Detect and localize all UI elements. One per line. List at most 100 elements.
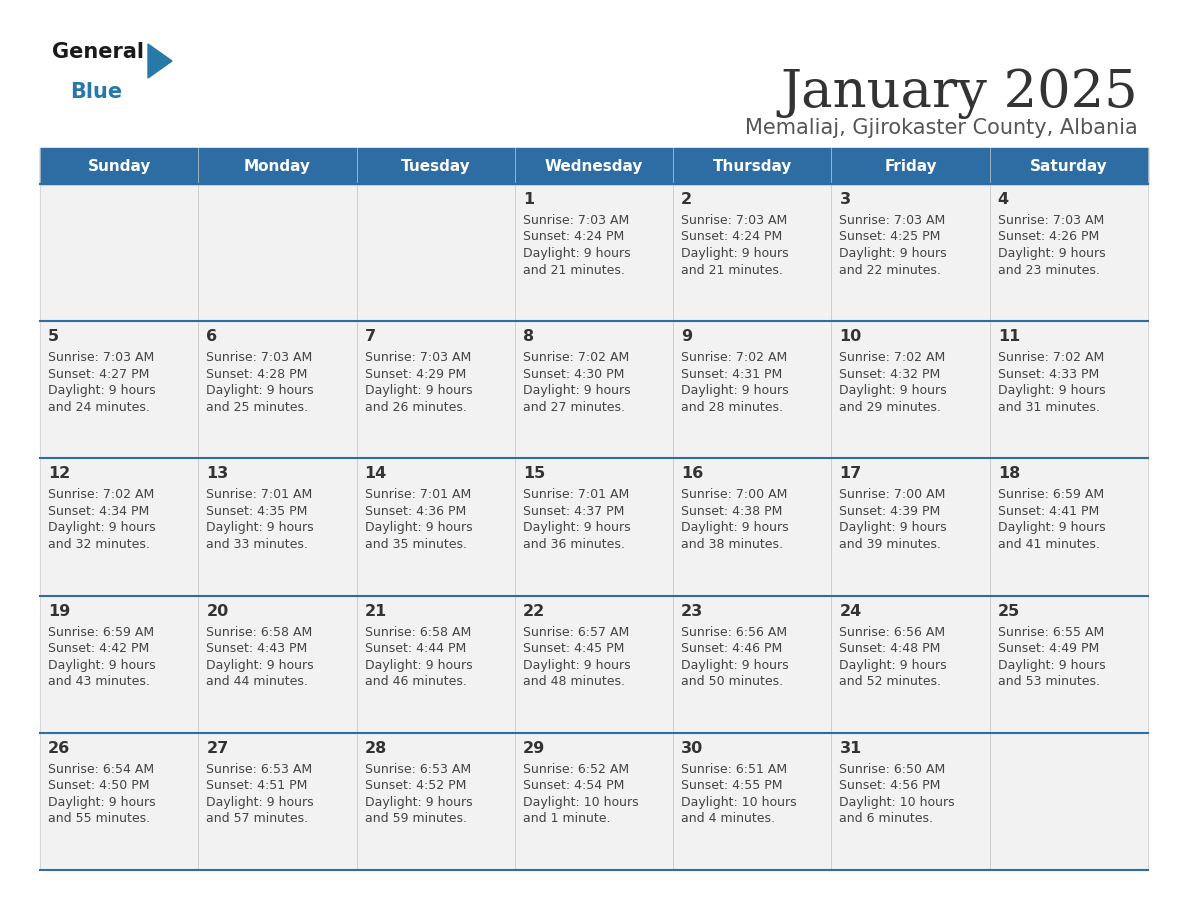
Text: 23: 23 bbox=[681, 604, 703, 619]
Text: Sunrise: 6:55 AM: Sunrise: 6:55 AM bbox=[998, 625, 1104, 639]
Text: Sunrise: 7:03 AM: Sunrise: 7:03 AM bbox=[523, 214, 630, 227]
Text: Wednesday: Wednesday bbox=[545, 159, 643, 174]
Text: Sunset: 4:39 PM: Sunset: 4:39 PM bbox=[840, 505, 941, 518]
Text: Sunset: 4:24 PM: Sunset: 4:24 PM bbox=[523, 230, 624, 243]
Text: 2: 2 bbox=[681, 192, 693, 207]
Text: Sunrise: 7:02 AM: Sunrise: 7:02 AM bbox=[681, 352, 788, 364]
Text: Sunset: 4:34 PM: Sunset: 4:34 PM bbox=[48, 505, 150, 518]
Text: 4: 4 bbox=[998, 192, 1009, 207]
Text: 30: 30 bbox=[681, 741, 703, 756]
Bar bbox=[832, 458, 990, 596]
Text: Sunset: 4:37 PM: Sunset: 4:37 PM bbox=[523, 505, 624, 518]
Text: Sunset: 4:43 PM: Sunset: 4:43 PM bbox=[207, 642, 308, 655]
Text: Sunset: 4:38 PM: Sunset: 4:38 PM bbox=[681, 505, 783, 518]
Text: Sunset: 4:56 PM: Sunset: 4:56 PM bbox=[840, 779, 941, 792]
Text: Sunrise: 7:02 AM: Sunrise: 7:02 AM bbox=[998, 352, 1104, 364]
Text: 31: 31 bbox=[840, 741, 861, 756]
Bar bbox=[514, 458, 674, 596]
Text: Sunrise: 6:59 AM: Sunrise: 6:59 AM bbox=[998, 488, 1104, 501]
Text: Sunset: 4:28 PM: Sunset: 4:28 PM bbox=[207, 368, 308, 381]
Text: Memaliaj, Gjirokaster County, Albania: Memaliaj, Gjirokaster County, Albania bbox=[745, 118, 1138, 138]
Text: and 55 minutes.: and 55 minutes. bbox=[48, 812, 150, 825]
Text: 17: 17 bbox=[840, 466, 861, 481]
Text: 13: 13 bbox=[207, 466, 228, 481]
Text: and 52 minutes.: and 52 minutes. bbox=[840, 675, 941, 688]
Text: and 33 minutes.: and 33 minutes. bbox=[207, 538, 308, 551]
Text: Sunset: 4:42 PM: Sunset: 4:42 PM bbox=[48, 642, 150, 655]
Text: Sunset: 4:45 PM: Sunset: 4:45 PM bbox=[523, 642, 624, 655]
Bar bbox=[198, 733, 356, 870]
Text: and 23 minutes.: and 23 minutes. bbox=[998, 263, 1100, 276]
Text: Daylight: 9 hours: Daylight: 9 hours bbox=[840, 247, 947, 260]
Bar bbox=[356, 733, 514, 870]
Bar bbox=[40, 458, 198, 596]
Text: 19: 19 bbox=[48, 604, 70, 619]
Text: Sunrise: 6:53 AM: Sunrise: 6:53 AM bbox=[365, 763, 470, 776]
Text: Monday: Monday bbox=[244, 159, 311, 174]
Text: Daylight: 10 hours: Daylight: 10 hours bbox=[681, 796, 797, 809]
Text: and 36 minutes.: and 36 minutes. bbox=[523, 538, 625, 551]
Text: 22: 22 bbox=[523, 604, 545, 619]
Text: 7: 7 bbox=[365, 330, 375, 344]
Bar bbox=[514, 733, 674, 870]
Text: 26: 26 bbox=[48, 741, 70, 756]
Text: Sunset: 4:27 PM: Sunset: 4:27 PM bbox=[48, 368, 150, 381]
Text: 25: 25 bbox=[998, 604, 1020, 619]
Text: Sunrise: 6:53 AM: Sunrise: 6:53 AM bbox=[207, 763, 312, 776]
Text: Sunset: 4:49 PM: Sunset: 4:49 PM bbox=[998, 642, 1099, 655]
Text: and 24 minutes.: and 24 minutes. bbox=[48, 400, 150, 414]
Text: Sunset: 4:30 PM: Sunset: 4:30 PM bbox=[523, 368, 624, 381]
Text: Daylight: 9 hours: Daylight: 9 hours bbox=[998, 247, 1105, 260]
Text: Daylight: 9 hours: Daylight: 9 hours bbox=[365, 385, 472, 397]
Text: Sunrise: 7:02 AM: Sunrise: 7:02 AM bbox=[523, 352, 630, 364]
Text: Sunrise: 6:56 AM: Sunrise: 6:56 AM bbox=[681, 625, 788, 639]
Text: Sunset: 4:44 PM: Sunset: 4:44 PM bbox=[365, 642, 466, 655]
Text: Sunset: 4:36 PM: Sunset: 4:36 PM bbox=[365, 505, 466, 518]
Bar bbox=[356, 596, 514, 733]
Text: 1: 1 bbox=[523, 192, 533, 207]
Text: Sunrise: 7:03 AM: Sunrise: 7:03 AM bbox=[365, 352, 470, 364]
Text: Sunset: 4:50 PM: Sunset: 4:50 PM bbox=[48, 779, 150, 792]
Bar bbox=[40, 733, 198, 870]
Text: Daylight: 9 hours: Daylight: 9 hours bbox=[523, 385, 631, 397]
Text: 16: 16 bbox=[681, 466, 703, 481]
Text: Sunset: 4:29 PM: Sunset: 4:29 PM bbox=[365, 368, 466, 381]
Text: Daylight: 9 hours: Daylight: 9 hours bbox=[523, 658, 631, 672]
Text: Daylight: 9 hours: Daylight: 9 hours bbox=[998, 658, 1105, 672]
Text: Sunrise: 6:58 AM: Sunrise: 6:58 AM bbox=[207, 625, 312, 639]
Text: Friday: Friday bbox=[884, 159, 937, 174]
Text: Thursday: Thursday bbox=[713, 159, 792, 174]
Text: Sunset: 4:48 PM: Sunset: 4:48 PM bbox=[840, 642, 941, 655]
Bar bbox=[356, 458, 514, 596]
Bar bbox=[198, 458, 356, 596]
Text: 8: 8 bbox=[523, 330, 533, 344]
Text: 5: 5 bbox=[48, 330, 59, 344]
Bar bbox=[832, 184, 990, 321]
Text: Daylight: 9 hours: Daylight: 9 hours bbox=[523, 247, 631, 260]
Text: Sunrise: 7:01 AM: Sunrise: 7:01 AM bbox=[523, 488, 630, 501]
Bar bbox=[990, 184, 1148, 321]
Bar bbox=[356, 184, 514, 321]
Bar bbox=[674, 321, 832, 458]
Text: Saturday: Saturday bbox=[1030, 159, 1107, 174]
Text: Sunrise: 6:54 AM: Sunrise: 6:54 AM bbox=[48, 763, 154, 776]
Text: Sunrise: 7:01 AM: Sunrise: 7:01 AM bbox=[365, 488, 470, 501]
Text: Daylight: 10 hours: Daylight: 10 hours bbox=[523, 796, 638, 809]
Text: Daylight: 9 hours: Daylight: 9 hours bbox=[365, 796, 472, 809]
Text: 27: 27 bbox=[207, 741, 228, 756]
Text: Sunset: 4:46 PM: Sunset: 4:46 PM bbox=[681, 642, 783, 655]
Text: and 6 minutes.: and 6 minutes. bbox=[840, 812, 934, 825]
Text: Daylight: 9 hours: Daylight: 9 hours bbox=[681, 385, 789, 397]
Text: General: General bbox=[52, 42, 144, 62]
Text: and 43 minutes.: and 43 minutes. bbox=[48, 675, 150, 688]
Text: and 1 minute.: and 1 minute. bbox=[523, 812, 611, 825]
Text: 24: 24 bbox=[840, 604, 861, 619]
Text: and 29 minutes.: and 29 minutes. bbox=[840, 400, 941, 414]
Text: Daylight: 9 hours: Daylight: 9 hours bbox=[840, 521, 947, 534]
Text: and 25 minutes.: and 25 minutes. bbox=[207, 400, 308, 414]
Text: and 44 minutes.: and 44 minutes. bbox=[207, 675, 308, 688]
Bar bbox=[356, 321, 514, 458]
Text: 28: 28 bbox=[365, 741, 387, 756]
Text: Daylight: 9 hours: Daylight: 9 hours bbox=[681, 247, 789, 260]
Text: Daylight: 9 hours: Daylight: 9 hours bbox=[207, 385, 314, 397]
